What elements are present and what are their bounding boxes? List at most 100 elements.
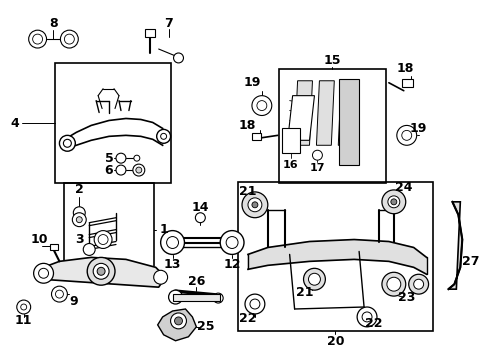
Circle shape — [87, 257, 115, 285]
Circle shape — [381, 190, 405, 214]
Circle shape — [83, 243, 95, 255]
Circle shape — [396, 125, 416, 145]
Circle shape — [97, 267, 105, 275]
Circle shape — [408, 274, 427, 294]
Circle shape — [390, 199, 396, 205]
Circle shape — [29, 30, 46, 48]
Polygon shape — [294, 81, 312, 145]
Circle shape — [401, 130, 411, 140]
Text: 21: 21 — [295, 285, 313, 299]
Text: 22: 22 — [365, 318, 382, 330]
Circle shape — [39, 268, 48, 278]
Circle shape — [136, 167, 142, 173]
Text: 9: 9 — [69, 294, 78, 307]
Text: 19: 19 — [409, 122, 427, 135]
Circle shape — [94, 231, 112, 248]
Circle shape — [153, 270, 167, 284]
Text: 26: 26 — [187, 275, 204, 288]
Circle shape — [256, 100, 266, 111]
Circle shape — [173, 53, 183, 63]
Text: 16: 16 — [282, 160, 298, 170]
Text: 10: 10 — [31, 233, 48, 246]
Circle shape — [170, 313, 186, 329]
Circle shape — [303, 268, 325, 290]
Circle shape — [242, 192, 267, 218]
Circle shape — [220, 231, 244, 255]
Circle shape — [387, 196, 399, 208]
Bar — [64, 183, 153, 272]
Circle shape — [381, 272, 405, 296]
Circle shape — [51, 286, 67, 302]
Text: 21: 21 — [239, 185, 256, 198]
Text: 12: 12 — [223, 258, 241, 271]
Circle shape — [61, 30, 78, 48]
Bar — [144, 29, 154, 37]
Text: 8: 8 — [49, 17, 58, 30]
Circle shape — [17, 300, 31, 314]
Text: 20: 20 — [326, 335, 344, 348]
Circle shape — [60, 135, 75, 151]
Circle shape — [20, 304, 27, 310]
Text: 2: 2 — [75, 184, 83, 197]
Text: 4: 4 — [10, 117, 19, 130]
Circle shape — [225, 237, 238, 248]
Circle shape — [244, 294, 264, 314]
Polygon shape — [157, 309, 196, 341]
Text: 22: 22 — [239, 312, 256, 325]
Circle shape — [356, 307, 376, 327]
Circle shape — [93, 264, 109, 279]
Bar — [172, 294, 220, 301]
Text: 24: 24 — [394, 181, 412, 194]
Text: 19: 19 — [243, 76, 260, 89]
Circle shape — [251, 96, 271, 116]
Circle shape — [64, 34, 74, 44]
Polygon shape — [339, 79, 358, 165]
Circle shape — [116, 153, 126, 163]
Text: 5: 5 — [104, 152, 113, 165]
Polygon shape — [247, 239, 426, 274]
Text: 25: 25 — [196, 320, 214, 333]
Text: 14: 14 — [191, 201, 209, 214]
Circle shape — [308, 273, 320, 285]
Circle shape — [249, 299, 259, 309]
Circle shape — [213, 293, 223, 303]
Circle shape — [168, 290, 182, 304]
Text: 1: 1 — [159, 223, 168, 236]
Text: 18: 18 — [395, 62, 412, 75]
Text: 13: 13 — [163, 258, 181, 271]
Circle shape — [133, 164, 144, 176]
Text: 23: 23 — [397, 291, 415, 303]
Bar — [401, 79, 412, 87]
Circle shape — [195, 213, 205, 223]
Text: 6: 6 — [104, 163, 113, 176]
Bar — [49, 243, 59, 251]
Circle shape — [161, 231, 184, 255]
Bar — [281, 129, 299, 153]
Text: 18: 18 — [238, 119, 255, 132]
Polygon shape — [287, 96, 314, 140]
Bar — [251, 133, 260, 140]
Circle shape — [361, 312, 371, 322]
Text: 3: 3 — [75, 233, 83, 246]
Circle shape — [156, 129, 170, 143]
Polygon shape — [338, 81, 355, 145]
Circle shape — [76, 217, 82, 223]
Circle shape — [251, 202, 257, 208]
Bar — [238, 182, 432, 331]
Circle shape — [161, 133, 166, 139]
Text: 7: 7 — [164, 17, 173, 30]
Circle shape — [72, 213, 86, 227]
Circle shape — [63, 139, 71, 147]
Circle shape — [386, 277, 400, 291]
Circle shape — [55, 290, 63, 298]
Text: 15: 15 — [323, 54, 340, 67]
Circle shape — [166, 237, 178, 248]
Text: 17: 17 — [309, 163, 325, 173]
Circle shape — [247, 198, 262, 212]
Bar — [55, 63, 170, 183]
Circle shape — [34, 264, 53, 283]
Bar — [278, 69, 385, 183]
Circle shape — [312, 150, 322, 160]
Polygon shape — [447, 202, 461, 289]
Circle shape — [73, 207, 85, 219]
